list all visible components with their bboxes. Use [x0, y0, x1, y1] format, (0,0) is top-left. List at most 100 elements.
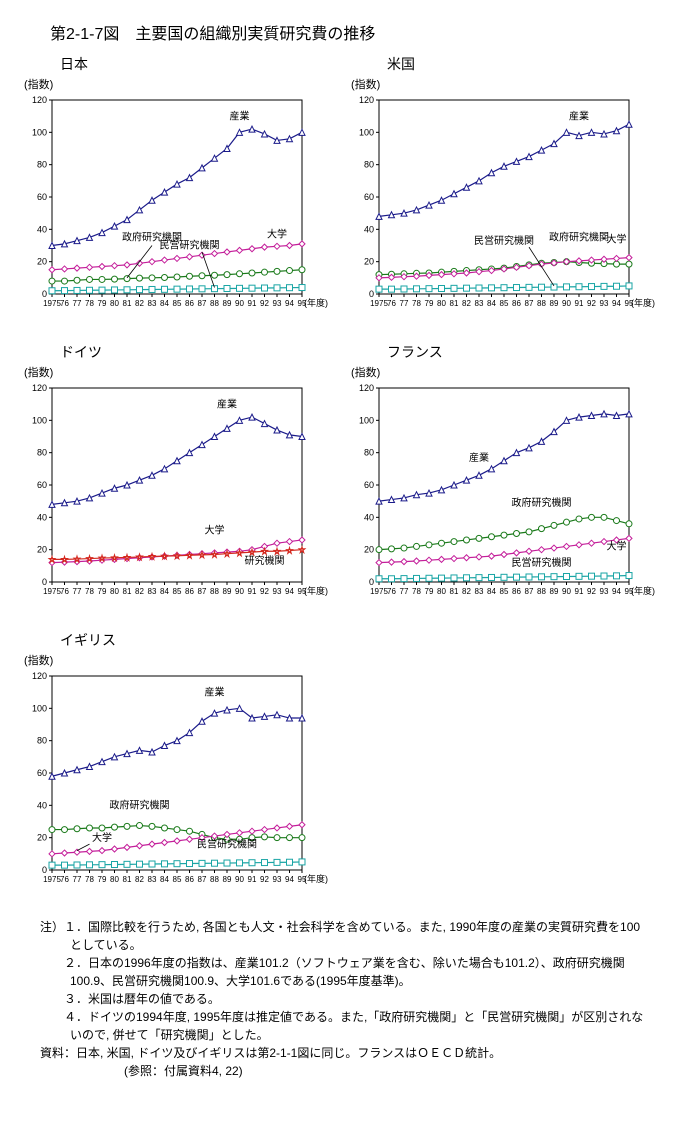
svg-text:100: 100 [32, 703, 47, 713]
panel-title-usa: 米国 [387, 54, 664, 74]
svg-text:81: 81 [450, 587, 459, 596]
svg-text:83: 83 [475, 299, 484, 308]
svg-text:79: 79 [98, 299, 107, 308]
svg-text:87: 87 [198, 587, 207, 596]
svg-text:85: 85 [173, 587, 182, 596]
svg-text:90: 90 [235, 299, 244, 308]
svg-text:91: 91 [575, 587, 584, 596]
panel-title-japan: 日本 [60, 54, 337, 74]
note-line: ４．ドイツの1994年度, 1995年度は推定値である。また,「政府研究機関」と… [40, 1008, 644, 1044]
label-research: 研究機関 [245, 554, 285, 567]
note-line: 注）１．国際比較を行うため, 各国とも人文・社会科学を含めている。また, 199… [40, 918, 644, 954]
svg-text:93: 93 [600, 587, 609, 596]
svg-text:120: 120 [32, 95, 47, 105]
label-univ: 大学 [607, 540, 627, 553]
svg-text:1975: 1975 [43, 299, 61, 308]
svg-text:120: 120 [32, 383, 47, 393]
svg-text:120: 120 [32, 671, 47, 681]
svg-text:77: 77 [73, 587, 82, 596]
chart-usa: 0204060801001201975767778798081828384858… [347, 92, 657, 322]
svg-text:80: 80 [110, 875, 119, 884]
chart-grid: 日本 (指数) 02040608010012019757677787980818… [20, 54, 664, 898]
svg-text:92: 92 [587, 587, 596, 596]
svg-text:(年度): (年度) [304, 873, 328, 884]
svg-text:89: 89 [223, 299, 232, 308]
svg-text:83: 83 [475, 587, 484, 596]
svg-text:1975: 1975 [43, 587, 61, 596]
svg-text:60: 60 [364, 192, 374, 202]
svg-text:94: 94 [285, 587, 294, 596]
note-line: (参照：付属資料4, 22) [40, 1062, 644, 1080]
svg-text:0: 0 [369, 289, 374, 299]
svg-text:0: 0 [42, 289, 47, 299]
svg-text:20: 20 [364, 545, 374, 555]
svg-text:81: 81 [123, 875, 132, 884]
panel-japan: 日本 (指数) 02040608010012019757677787980818… [20, 54, 337, 322]
svg-text:79: 79 [98, 875, 107, 884]
svg-text:94: 94 [612, 587, 621, 596]
svg-text:20: 20 [37, 833, 47, 843]
svg-text:1975: 1975 [43, 875, 61, 884]
svg-text:82: 82 [462, 299, 471, 308]
y-axis-label: (指数) [24, 364, 337, 380]
svg-text:80: 80 [37, 448, 47, 458]
svg-text:80: 80 [437, 587, 446, 596]
svg-text:40: 40 [364, 224, 374, 234]
svg-text:77: 77 [400, 587, 409, 596]
svg-text:87: 87 [525, 299, 534, 308]
svg-text:94: 94 [612, 299, 621, 308]
svg-text:82: 82 [135, 587, 144, 596]
panel-uk: イギリス (指数) 020406080100120197576777879808… [20, 630, 337, 898]
svg-text:92: 92 [260, 299, 269, 308]
svg-text:91: 91 [248, 587, 257, 596]
label-industry: 産業 [569, 109, 589, 122]
y-axis-label: (指数) [351, 364, 664, 380]
y-axis-label: (指数) [24, 652, 337, 668]
svg-text:83: 83 [148, 299, 157, 308]
panel-title-france: フランス [387, 342, 664, 362]
label-industry: 産業 [205, 685, 225, 698]
svg-text:40: 40 [37, 800, 47, 810]
svg-text:100: 100 [32, 415, 47, 425]
svg-text:80: 80 [37, 736, 47, 746]
svg-text:90: 90 [562, 299, 571, 308]
chart-uk: 0204060801001201975767778798081828384858… [20, 668, 330, 898]
svg-text:88: 88 [210, 587, 219, 596]
svg-text:86: 86 [512, 587, 521, 596]
svg-text:1975: 1975 [370, 587, 388, 596]
svg-text:76: 76 [60, 587, 69, 596]
svg-text:87: 87 [198, 875, 207, 884]
svg-text:1975: 1975 [370, 299, 388, 308]
svg-text:80: 80 [364, 160, 374, 170]
svg-text:88: 88 [537, 299, 546, 308]
svg-text:78: 78 [85, 299, 94, 308]
svg-text:88: 88 [210, 299, 219, 308]
svg-text:0: 0 [42, 865, 47, 875]
svg-text:(年度): (年度) [631, 297, 655, 308]
svg-text:60: 60 [37, 768, 47, 778]
svg-text:76: 76 [387, 299, 396, 308]
svg-text:77: 77 [73, 875, 82, 884]
svg-text:84: 84 [487, 299, 496, 308]
svg-text:(年度): (年度) [631, 585, 655, 596]
label-industry: 産業 [217, 397, 237, 410]
label-industry: 産業 [469, 451, 489, 464]
label-univ: 大学 [92, 831, 112, 844]
svg-text:89: 89 [550, 587, 559, 596]
label-gov: 政府研究機関 [512, 496, 572, 509]
label-private: 民営研究機関 [197, 837, 257, 850]
svg-text:80: 80 [37, 160, 47, 170]
chart-japan: 0204060801001201975767778798081828384858… [20, 92, 330, 322]
svg-text:76: 76 [387, 587, 396, 596]
y-axis-label: (指数) [24, 76, 337, 92]
svg-text:85: 85 [173, 875, 182, 884]
svg-text:76: 76 [60, 299, 69, 308]
svg-text:94: 94 [285, 299, 294, 308]
svg-text:(年度): (年度) [304, 585, 328, 596]
svg-text:82: 82 [135, 875, 144, 884]
label-univ: 大学 [267, 227, 287, 240]
svg-text:120: 120 [359, 95, 374, 105]
svg-text:60: 60 [37, 192, 47, 202]
label-univ: 大学 [607, 232, 627, 245]
svg-text:81: 81 [123, 299, 132, 308]
